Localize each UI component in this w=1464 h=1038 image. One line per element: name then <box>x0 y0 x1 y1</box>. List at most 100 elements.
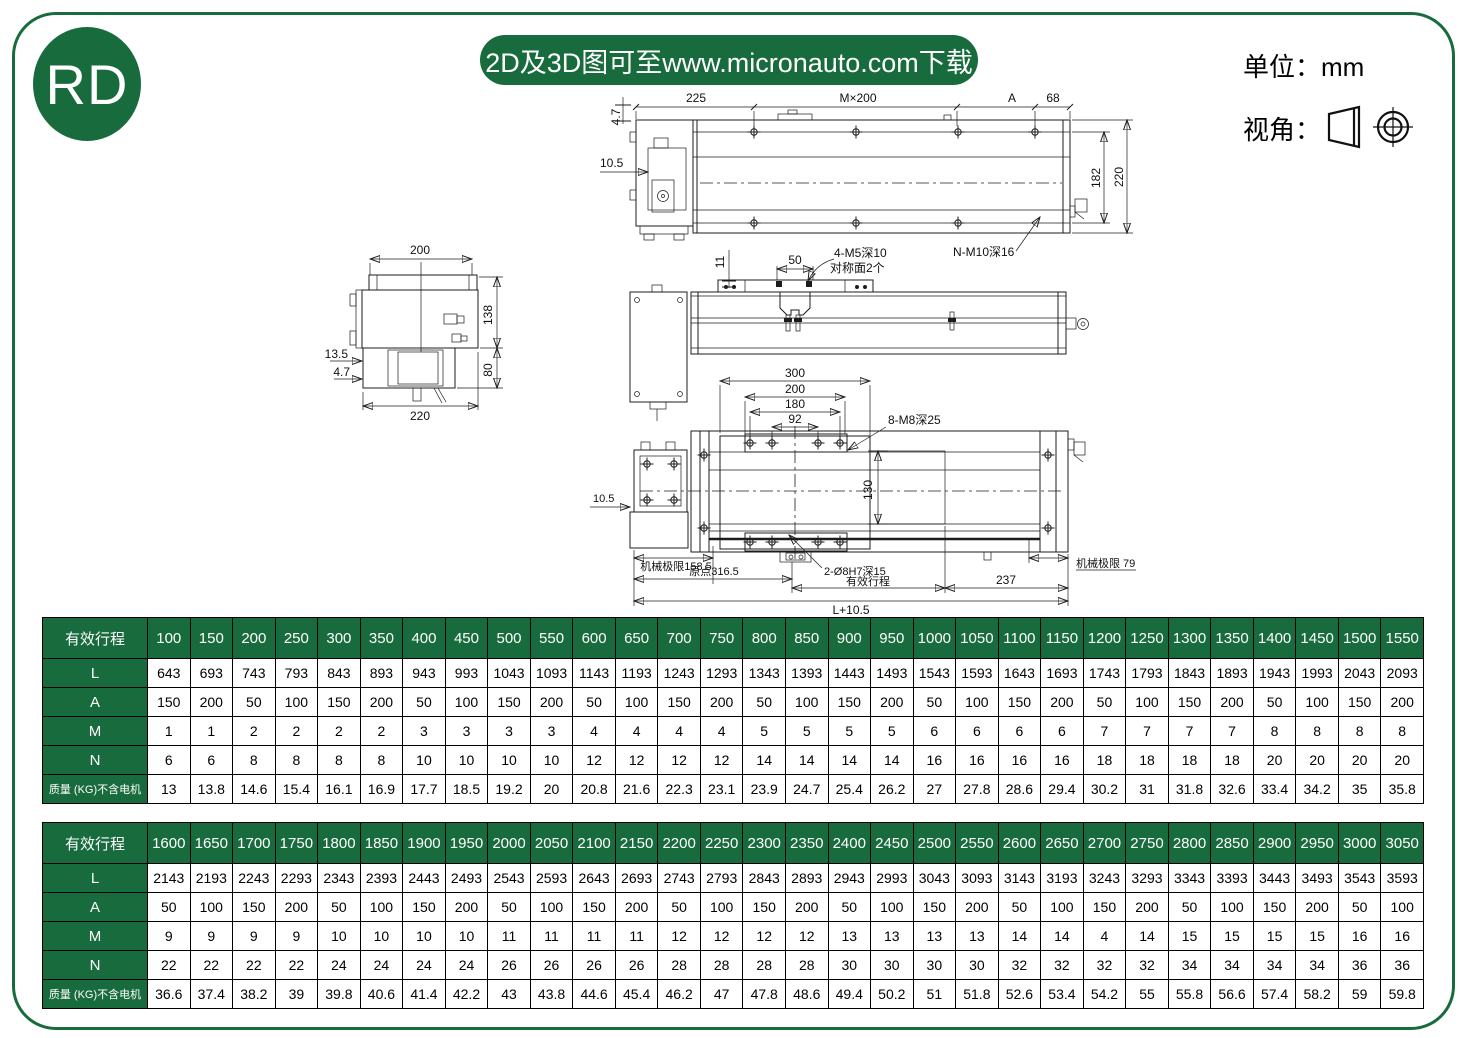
dim-10-5-plan: 10.5 <box>593 493 614 505</box>
stroke-header-cell: 950 <box>870 617 914 659</box>
spec-row: 质量 (KG)不含电机 36.6 37.4 38.2 39 39.8 40.6 41.4 42.… <box>42 979 1424 1009</box>
spec-cell: 35 <box>1337 774 1382 804</box>
spec-cell: 5 <box>784 716 829 746</box>
row-label: L <box>42 658 148 688</box>
stroke-header-cell: 2400 <box>827 822 872 864</box>
stroke-header-cell: 500 <box>487 617 531 659</box>
spec-cell: 34.2 <box>1295 774 1339 804</box>
spec-cell: 47 <box>699 979 744 1009</box>
spec-cell: 13.8 <box>189 774 234 804</box>
spec-cell: 3393 <box>1210 863 1254 893</box>
spec-cell: 100 <box>1125 687 1169 717</box>
spec-cell: 150 <box>572 892 616 922</box>
spec-cell: 15 <box>1167 921 1212 951</box>
spec-cell: 22 <box>232 950 276 980</box>
spec-cell: 2143 <box>147 863 191 893</box>
dim-a: A <box>1008 91 1016 105</box>
stroke-header-cell: 1400 <box>1252 617 1297 659</box>
spec-row: L 643 693 743 793 843 893 943 993 1043 1093 1143 119… <box>42 658 1424 688</box>
spec-cell: 27.8 <box>955 774 999 804</box>
spec-cell: 50 <box>912 687 957 717</box>
stroke-header-cell: 2200 <box>657 822 701 864</box>
spec-cell: 18.5 <box>444 774 489 804</box>
spec-cell: 30 <box>827 950 872 980</box>
spec-cell: 34 <box>1252 950 1297 980</box>
spec-cell: 1743 <box>1082 658 1127 688</box>
spec-cell: 56.6 <box>1210 979 1254 1009</box>
spec-cell: 28 <box>742 950 786 980</box>
spec-cell: 2 <box>232 716 276 746</box>
stroke-header-cell: 2450 <box>870 822 914 864</box>
spec-cell: 13 <box>147 774 191 804</box>
dim-10-5-top: 10.5 <box>600 156 624 170</box>
spec-cell: 23.1 <box>699 774 744 804</box>
spec-cell: 24 <box>402 950 446 980</box>
stroke-header-cell: 800 <box>742 617 786 659</box>
dim-138: 138 <box>481 305 495 325</box>
spec-cell: 11 <box>487 921 531 951</box>
spec-cell: 150 <box>827 687 872 717</box>
spec-cell: 16.9 <box>359 774 404 804</box>
spec-cell: 3 <box>444 716 489 746</box>
spec-cell: 20 <box>529 774 574 804</box>
spec-cell: 3193 <box>1040 863 1084 893</box>
spec-cell: 49.4 <box>827 979 872 1009</box>
stroke-header-cell: 2750 <box>1125 822 1169 864</box>
spec-cell: 150 <box>147 687 191 717</box>
spec-cell: 2 <box>359 716 404 746</box>
callout-pin: 2-Ø8H7深15 <box>824 565 886 578</box>
spec-cell: 1143 <box>572 658 616 688</box>
spec-cell: 1643 <box>997 658 1042 688</box>
spec-cell: 12 <box>572 745 616 775</box>
spec-cell: 14 <box>742 745 786 775</box>
stroke-header-cell: 1150 <box>1040 617 1084 659</box>
spec-cell: 15 <box>1295 921 1339 951</box>
spec-cell: 2543 <box>487 863 531 893</box>
spec-cell: 18 <box>1082 745 1127 775</box>
stroke-header-cell: 2950 <box>1295 822 1339 864</box>
spec-cell: 7 <box>1167 716 1212 746</box>
spec-cell: 14 <box>784 745 829 775</box>
spec-cell: 100 <box>1210 892 1254 922</box>
spec-cell: 29.4 <box>1040 774 1084 804</box>
spec-cell: 59 <box>1337 979 1382 1009</box>
spec-cell: 22 <box>189 950 234 980</box>
spec-cell: 4 <box>1082 921 1127 951</box>
spec-cell: 23.9 <box>742 774 786 804</box>
stroke-header-cell: 900 <box>827 617 872 659</box>
stroke-header-cell: 1900 <box>402 822 446 864</box>
spec-cell: 20 <box>1380 745 1424 775</box>
dim-13-5: 13.5 <box>325 347 349 361</box>
spec-cell: 6 <box>147 745 191 775</box>
spec-cell: 200 <box>784 892 829 922</box>
stroke-header-cell: 2000 <box>487 822 531 864</box>
spec-cell: 150 <box>912 892 957 922</box>
spec-cell: 19.2 <box>487 774 531 804</box>
stroke-header-cell: 2700 <box>1082 822 1127 864</box>
dim-50: 50 <box>788 253 802 267</box>
dim-130: 130 <box>861 480 875 500</box>
spec-cell: 9 <box>147 921 191 951</box>
spec-cell: 200 <box>189 687 234 717</box>
spec-cell: 2343 <box>317 863 361 893</box>
spec-cell: 4 <box>657 716 701 746</box>
spec-cell: 6 <box>912 716 957 746</box>
stroke-header-cell: 2800 <box>1167 822 1212 864</box>
spec-cell: 3443 <box>1252 863 1297 893</box>
stroke-header-cell: 3050 <box>1380 822 1424 864</box>
spec-cell: 28.6 <box>997 774 1042 804</box>
spec-cell: 10 <box>487 745 531 775</box>
spec-row: A 50 100 150 200 50 100 150 200 50 100 150 200 50 100 1… <box>42 892 1424 922</box>
dim-origin: 原点316.5 <box>689 565 739 578</box>
spec-cell: 100 <box>444 687 489 717</box>
spec-cell: 14 <box>1125 921 1169 951</box>
spec-cell: 3543 <box>1337 863 1382 893</box>
spec-cell: 150 <box>1337 687 1382 717</box>
row-label: M <box>42 921 148 951</box>
spec-cell: 100 <box>359 892 404 922</box>
spec-cell: 15 <box>1210 921 1254 951</box>
spec-cell: 2943 <box>827 863 872 893</box>
spec-cell: 100 <box>614 687 659 717</box>
dim-limit-right: 机械极限 79 <box>1076 556 1135 570</box>
row-label: A <box>42 687 148 717</box>
